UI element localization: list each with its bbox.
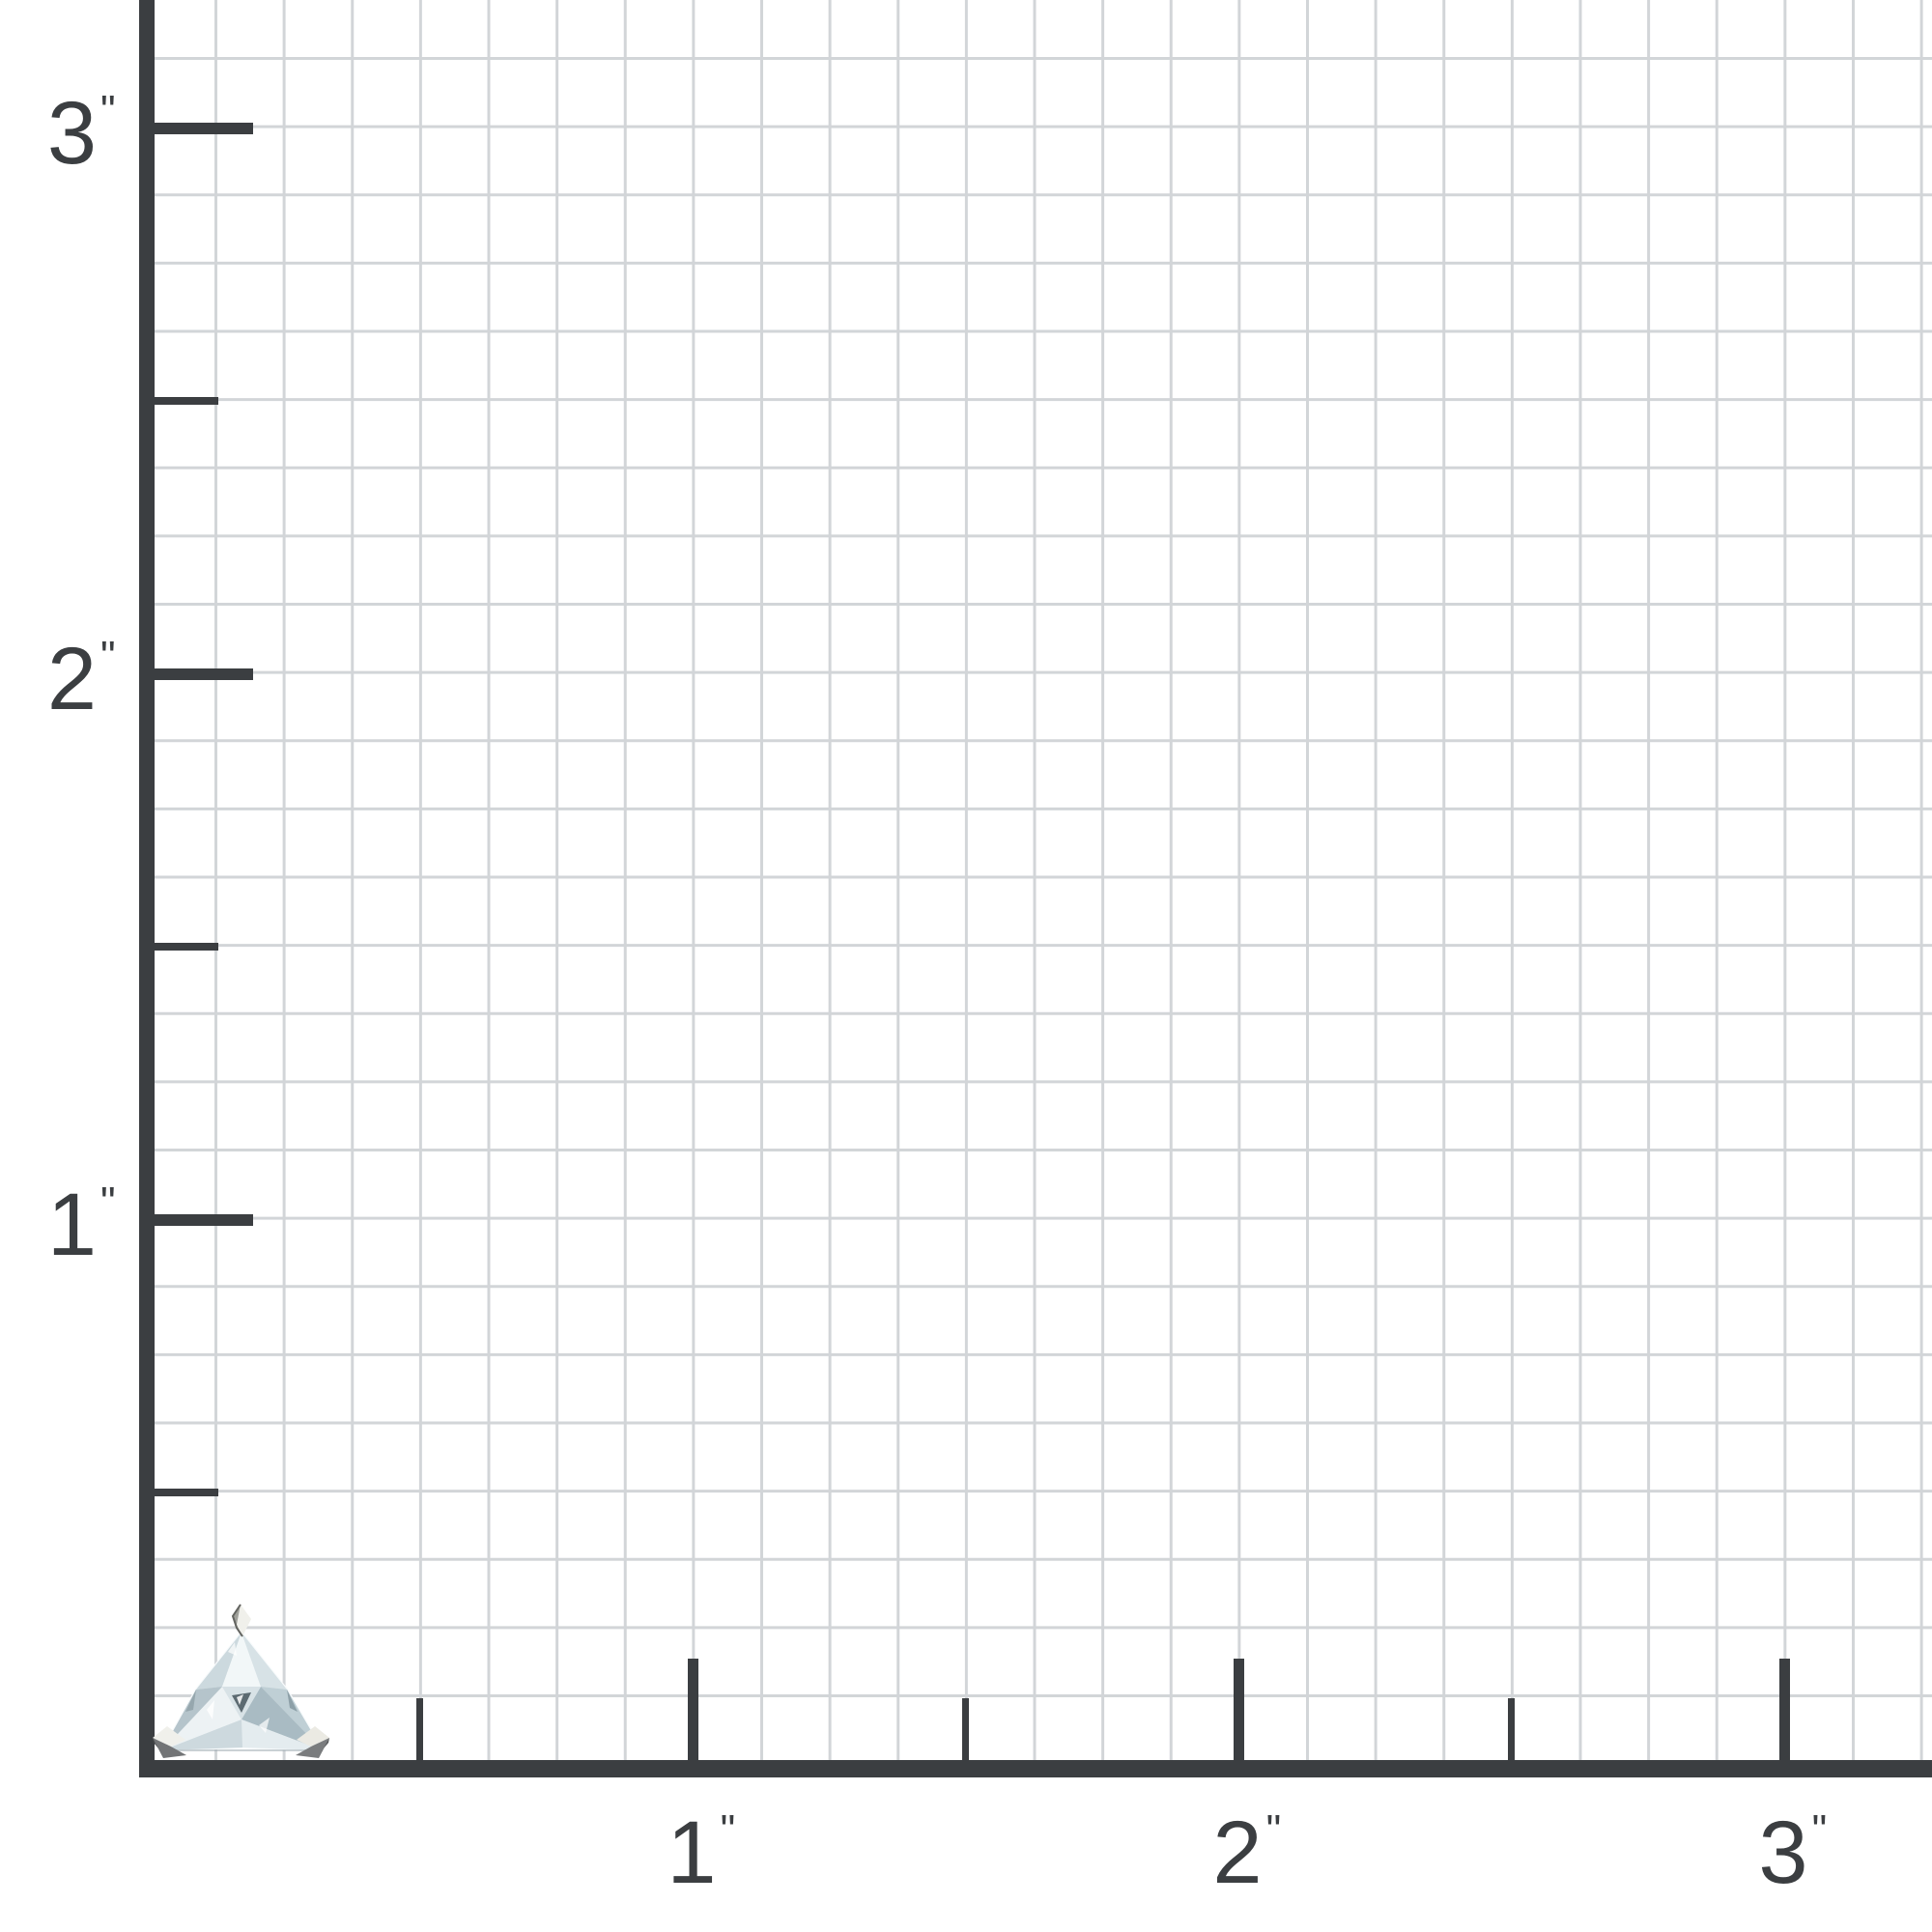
x-axis-label-2in: 2"	[1212, 1804, 1281, 1902]
y-tick-3in	[155, 123, 253, 134]
gem-facet	[162, 1687, 242, 1750]
gem-facet	[222, 1633, 261, 1687]
y-axis-label-2in-value: 2	[46, 630, 97, 728]
gem-facet	[185, 1690, 196, 1712]
x-axis-label-3in: 3"	[1758, 1804, 1827, 1902]
gem-sparkle	[207, 1700, 214, 1719]
trillion-gemstone-image	[153, 1604, 329, 1758]
gem-facet	[242, 1687, 323, 1750]
gem-facets	[160, 1631, 325, 1752]
x-axis-bar	[139, 1760, 1932, 1777]
y-axis-label-1in: 1"	[46, 1176, 116, 1274]
gem-prong-left-shade	[153, 1738, 186, 1758]
gem-girdle-shadow	[162, 1749, 323, 1751]
gem-prong-right-shade	[296, 1738, 329, 1758]
x-axis-label-3in-value: 3	[1758, 1804, 1808, 1902]
gem-prong-top	[237, 1605, 251, 1636]
gem-facet	[196, 1633, 242, 1690]
y-axis-label-2in: 2"	[46, 630, 116, 728]
x-tick-2in	[1234, 1659, 1244, 1760]
gem-sparkle	[259, 1718, 270, 1733]
y-tick-2in	[155, 668, 253, 680]
x-axis-label-1in: 1"	[667, 1804, 735, 1902]
gem-prong-right	[297, 1726, 329, 1747]
x-axis-label-1in-value: 1	[667, 1804, 717, 1902]
gem-facet	[242, 1633, 287, 1690]
y-tick-1in	[155, 1214, 253, 1226]
y-axis-bar	[139, 0, 155, 1777]
gem-sparkle	[228, 1642, 237, 1656]
y-axis-label-3in-value: 3	[46, 84, 97, 183]
gem-sparkle	[237, 1694, 243, 1705]
gem-facet	[162, 1719, 242, 1750]
gem-prong-right-notch	[324, 1738, 329, 1748]
gem-prongs	[153, 1604, 329, 1758]
gem-culet	[232, 1692, 251, 1713]
y-tick-2p5in	[155, 397, 218, 405]
y-tick-1p5in	[155, 943, 218, 951]
x-axis-label-2in-value: 2	[1212, 1804, 1263, 1902]
x-tick-3in	[1779, 1659, 1790, 1760]
x-tick-1p5in	[962, 1698, 969, 1760]
gem-prong-left	[153, 1726, 185, 1747]
gem-prong-top-edge	[231, 1604, 243, 1637]
gem-prong-left-notch	[153, 1738, 158, 1748]
y-axis-label-1in-value: 1	[46, 1176, 97, 1274]
gem-facet	[287, 1690, 298, 1712]
x-tick-1in	[688, 1659, 698, 1760]
y-axis-label-3in: 3"	[46, 84, 116, 183]
x-tick-2p5in	[1508, 1698, 1515, 1760]
x-tick-0p5in	[416, 1698, 423, 1760]
y-tick-0p5in	[155, 1489, 218, 1496]
grid-paper	[155, 0, 1932, 1760]
